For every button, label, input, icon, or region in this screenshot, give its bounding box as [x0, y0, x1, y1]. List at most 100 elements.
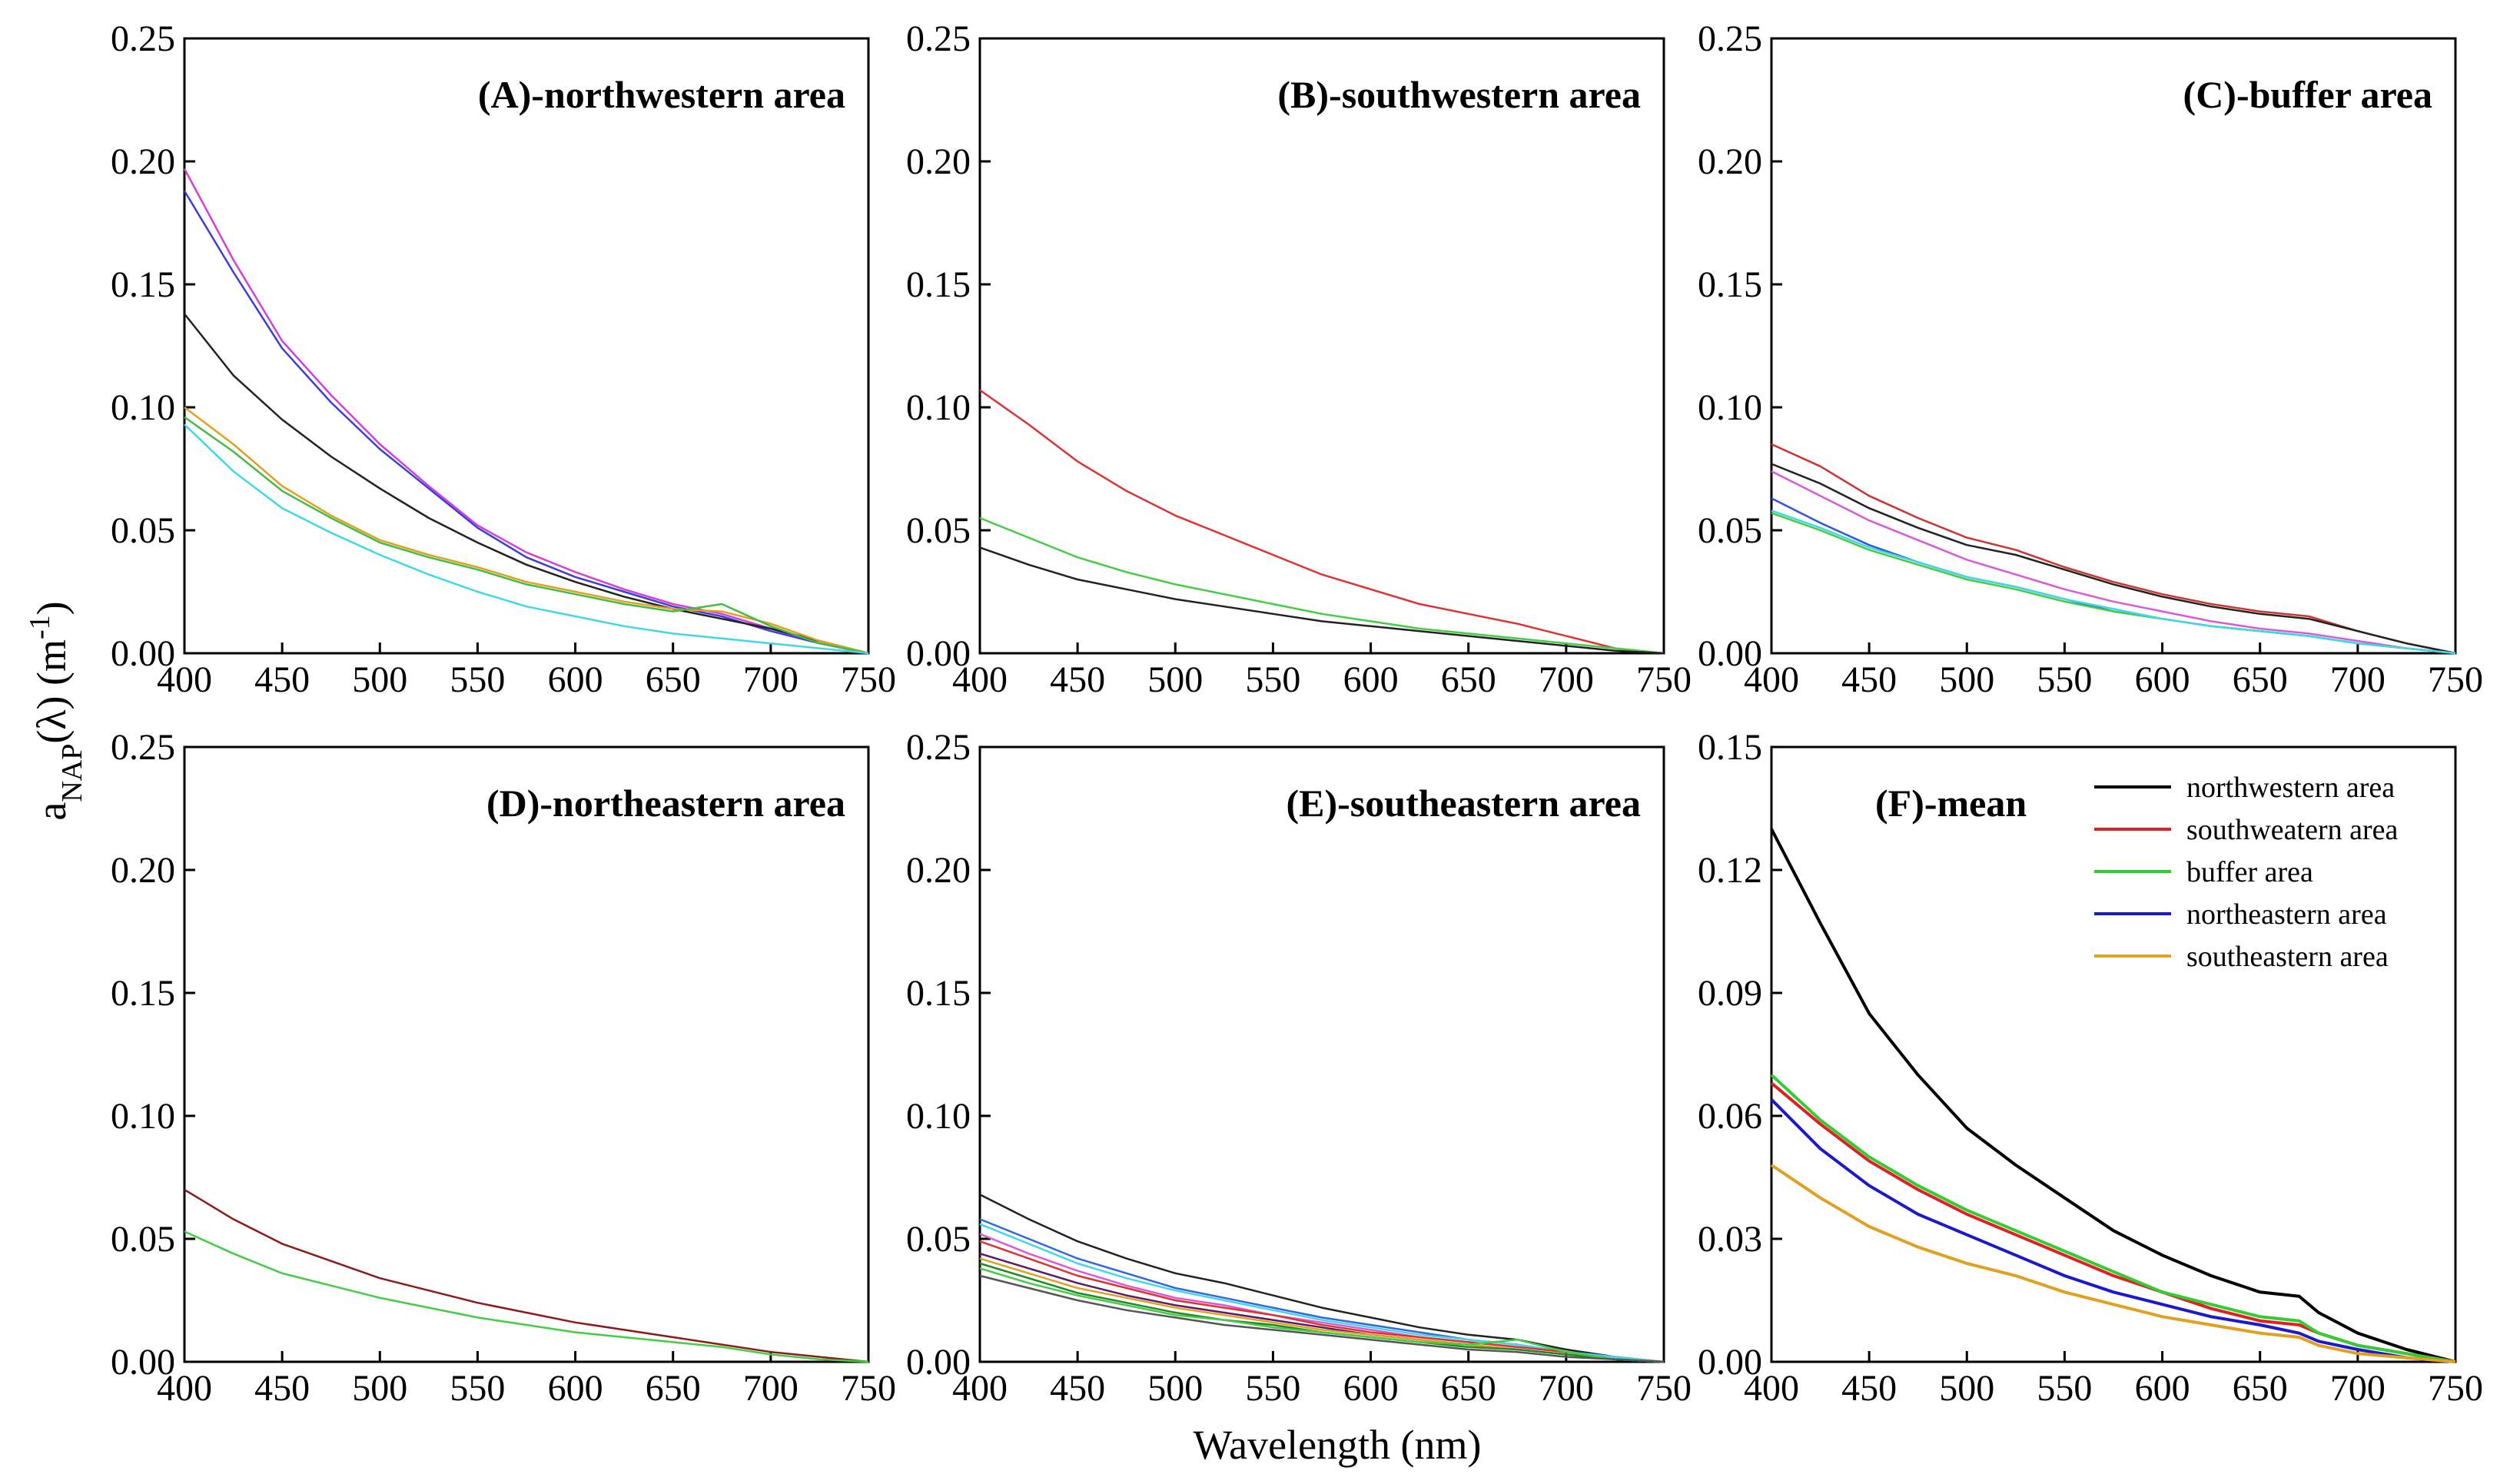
y-tick-label: 0.00 — [906, 633, 971, 674]
x-tick-label: 500 — [352, 659, 407, 700]
y-tick-label: 0.10 — [111, 1096, 175, 1137]
y-tick-label: 0.06 — [1698, 1096, 1762, 1137]
series-line-1 — [184, 1188, 869, 1363]
x-tick-label: 500 — [1939, 1368, 1994, 1409]
y-tick-label: 0.20 — [111, 850, 175, 891]
plot-frame — [183, 37, 870, 655]
x-tick-label: 400 — [157, 1368, 212, 1409]
x-tick-label: 700 — [743, 659, 798, 700]
series-line-3 — [979, 546, 1665, 655]
x-tick-label: 550 — [450, 1368, 505, 1409]
y-tick-label: 0.05 — [111, 510, 175, 551]
x-tick-label: 550 — [2037, 1368, 2092, 1409]
y-tick-label: 0.25 — [906, 727, 971, 768]
panel-title: (E)-southeastern area — [1287, 782, 1642, 825]
series-line-6 — [1771, 510, 2456, 655]
legend-label: buffer area — [2186, 856, 2313, 888]
series-line-2 — [1771, 463, 2456, 655]
x-tick-label: 550 — [2037, 659, 2092, 700]
y-tick-label: 0.05 — [906, 510, 971, 551]
legend-label: southweatern area — [2186, 814, 2398, 846]
y-tick-label: 0.00 — [111, 1342, 175, 1383]
x-tick-label: 650 — [2233, 659, 2288, 700]
y-tick-label: 0.15 — [111, 973, 175, 1014]
y-tick-label: 0.25 — [1698, 18, 1762, 59]
x-tick-label: 750 — [841, 659, 896, 700]
x-tick-label: 400 — [157, 659, 212, 700]
panel-4: 400 450 500 550 600 650 700 750 0.00 0.05 0.10 0.15… — [111, 727, 896, 1409]
x-tick-label: 750 — [1636, 659, 1692, 700]
legend-label: southeastern area — [2186, 941, 2389, 973]
x-tick-label: 450 — [254, 659, 310, 700]
series-line-2 — [184, 1230, 869, 1363]
x-tick-label: 450 — [254, 1368, 310, 1409]
legend: northwestern area southweatern area buffer… — [2094, 772, 2398, 973]
x-tick-label: 700 — [1539, 1368, 1594, 1409]
series-line-3 — [1770, 1074, 2456, 1363]
x-tick-label: 650 — [646, 1368, 701, 1409]
y-tick-label: 0.25 — [906, 18, 971, 59]
y-tick-label: 0.15 — [1698, 264, 1762, 305]
x-tick-label: 700 — [743, 1368, 798, 1409]
legend-label: northeastern area — [2186, 898, 2387, 931]
x-tick-label: 400 — [952, 659, 1008, 700]
series-line-6 — [184, 423, 869, 655]
x-tick-label: 400 — [952, 1368, 1008, 1409]
y-tick-label: 0.20 — [906, 141, 971, 182]
panel-title: (D)-northeastern area — [486, 782, 845, 825]
panel-5: 400 450 500 550 600 650 700 750 0.00 0.05 0.10 0.15… — [906, 727, 1692, 1409]
panel-1: 400 450 500 550 600 650 700 750 0.00 0.05 0.10 0.15… — [111, 18, 896, 700]
series-line-1 — [979, 389, 1665, 655]
series-line-2 — [979, 516, 1665, 655]
y-tick-label: 0.25 — [111, 727, 175, 768]
series-line-3 — [1771, 470, 2456, 655]
x-tick-label: 500 — [1939, 659, 1994, 700]
x-tick-label: 650 — [2233, 1368, 2288, 1409]
plot-frame — [978, 37, 1665, 655]
series-line-1 — [1770, 828, 2456, 1363]
series-line-9 — [979, 1267, 1665, 1363]
panel-2: 400 450 500 550 600 650 700 750 0.00 0.05 0.10 0.15… — [906, 18, 1692, 700]
x-tick-label: 500 — [352, 1368, 407, 1409]
series-line-4 — [1770, 1098, 2456, 1363]
x-tick-label: 450 — [1050, 1368, 1105, 1409]
x-tick-label: 650 — [1441, 1368, 1496, 1409]
panel-title: (B)-southwestern area — [1277, 73, 1641, 116]
x-tick-label: 550 — [1245, 1368, 1300, 1409]
y-tick-label: 0.15 — [111, 264, 175, 305]
x-tick-label: 450 — [1050, 659, 1105, 700]
x-tick-label: 600 — [1343, 1368, 1399, 1409]
x-tick-label: 600 — [548, 1368, 603, 1409]
series-line-3 — [184, 313, 869, 655]
x-tick-label: 750 — [2428, 1368, 2483, 1409]
y-tick-label: 0.05 — [906, 1219, 971, 1260]
x-tick-label: 550 — [1245, 659, 1300, 700]
y-tick-label: 0.20 — [1698, 141, 1762, 182]
y-tick-label: 0.12 — [1698, 850, 1762, 891]
x-tick-label: 600 — [548, 659, 603, 700]
x-tick-label: 500 — [1147, 1368, 1203, 1409]
plot-frame — [978, 745, 1665, 1363]
y-tick-label: 0.05 — [1698, 510, 1762, 551]
x-tick-label: 700 — [1539, 659, 1594, 700]
panel-title: (C)-buffer area — [2183, 73, 2432, 116]
plot-frame — [183, 745, 870, 1363]
panel-title: (F)-mean — [1875, 782, 2027, 825]
y-tick-label: 0.15 — [1698, 727, 1762, 768]
series-line-5 — [184, 416, 869, 655]
series-line-5 — [1770, 1164, 2456, 1363]
x-tick-label: 450 — [1841, 1368, 1897, 1409]
legend-label: northwestern area — [2186, 772, 2395, 804]
y-tick-label: 0.20 — [111, 141, 175, 182]
series-line-5 — [979, 1240, 1665, 1363]
y-tick-label: 0.00 — [111, 633, 175, 674]
x-tick-label: 600 — [2135, 659, 2190, 700]
y-tick-label: 0.15 — [906, 973, 971, 1014]
y-tick-label: 0.10 — [906, 387, 971, 428]
panel-3: 400 450 500 550 600 650 700 750 0.00 0.05 0.10 0.15… — [1698, 18, 2483, 700]
x-tick-label: 500 — [1147, 659, 1203, 700]
y-tick-label: 0.00 — [1698, 1342, 1762, 1383]
y-tick-label: 0.10 — [1698, 387, 1762, 428]
x-tick-label: 700 — [2330, 1368, 2385, 1409]
